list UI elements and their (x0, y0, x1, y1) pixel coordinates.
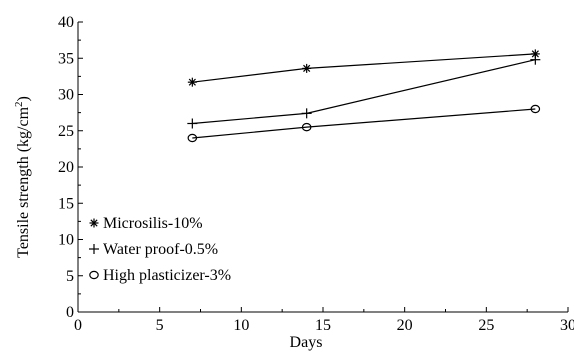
y-axis-label: Tensile strength (kg/cm2) (13, 96, 32, 258)
x-tick-label: 5 (156, 317, 164, 334)
y-tick-label: 25 (58, 123, 74, 140)
legend-label: Microsilis-10% (103, 215, 203, 232)
y-tick-label: 0 (66, 304, 74, 321)
x-axis-label: Days (290, 334, 323, 351)
data-point-asterisk (187, 77, 197, 87)
data-point-plus (301, 108, 312, 119)
y-axis-label-superscript: 2 (13, 101, 25, 107)
y-tick-label: 10 (58, 232, 74, 249)
x-tick-label: 20 (397, 317, 413, 334)
y-tick-label: 20 (58, 159, 74, 176)
x-tick-label: 10 (233, 317, 249, 334)
legend-marker-circle (89, 270, 99, 280)
data-point-circle (301, 122, 312, 132)
y-tick-label: 30 (58, 87, 74, 104)
y-axis-label-main: Tensile strength (kg/cm (15, 106, 32, 257)
x-ticks: 0 5 10 15 20 25 30 (74, 307, 574, 334)
series-layer (187, 49, 541, 143)
legend-item: Water proof-0.5% (89, 241, 218, 258)
y-tick-label: 40 (58, 14, 74, 31)
legend-marker-plus (89, 244, 99, 254)
x-tick-label: 25 (478, 317, 494, 334)
legend-item: Microsilis-10% (89, 215, 203, 232)
y-tick-label: 35 (58, 50, 74, 67)
legend-label: High plasticizer-3% (103, 267, 231, 284)
legend-item: High plasticizer-3% (89, 267, 231, 284)
y-tick-label: 15 (58, 195, 74, 212)
data-point-circle (530, 104, 541, 114)
data-point-plus (530, 54, 541, 65)
y-axis-label-close: ) (15, 96, 32, 101)
data-point-circle (187, 133, 198, 143)
legend-marker-asterisk (89, 218, 99, 228)
series-line-asterisk (192, 53, 536, 83)
series-line-circle (192, 108, 536, 139)
y-tick-label: 5 (66, 268, 74, 285)
series-line-plus (192, 59, 536, 125)
data-point-asterisk (302, 63, 312, 73)
legend: Microsilis-10% Water proof-0.5% High plast… (89, 215, 231, 284)
data-point-plus (187, 118, 198, 129)
legend-label: Water proof-0.5% (103, 241, 218, 258)
x-tick-label: 30 (560, 317, 574, 334)
x-tick-label: 0 (74, 317, 82, 334)
x-tick-label: 15 (315, 317, 331, 334)
y-ticks: 0 5 10 15 20 25 30 35 40 (58, 14, 83, 321)
